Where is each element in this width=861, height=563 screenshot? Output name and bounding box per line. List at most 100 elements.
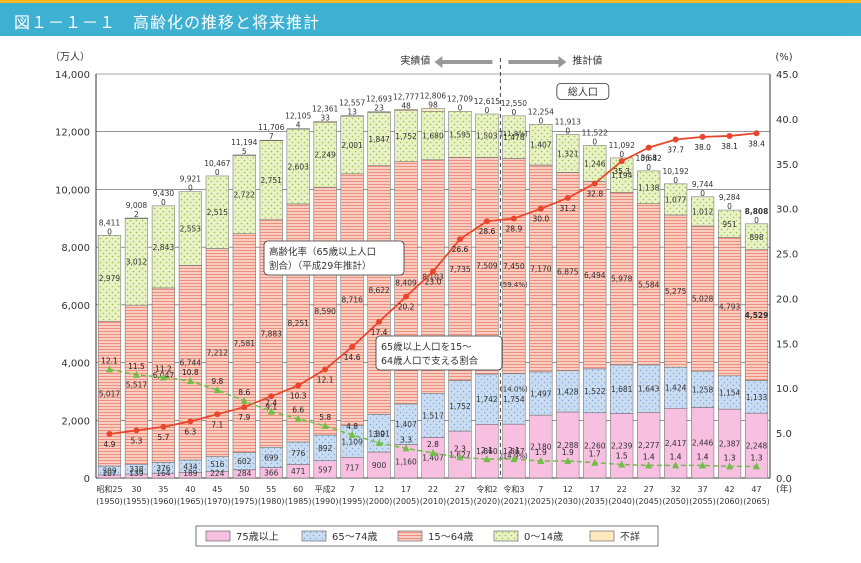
- support-ratio-label: 4.8: [346, 422, 358, 431]
- x-year-label: (1990): [312, 497, 339, 506]
- aging-rate-point: [106, 431, 113, 438]
- x-axis-unit-label: (年): [776, 483, 792, 495]
- bar-total-label: 10,467: [204, 159, 230, 168]
- aging-rate-label: 30.0: [532, 215, 549, 224]
- aging-rate-label: 10.3: [290, 392, 307, 401]
- support-ratio-label: 2.8: [427, 440, 439, 449]
- bar-label-75plus: 2,248: [746, 442, 768, 451]
- bar-total-label: 9,430: [153, 189, 175, 198]
- support-ratio-point: [726, 462, 734, 470]
- aging-rate-point: [726, 132, 733, 139]
- aging-rate-label: 5.7: [157, 433, 169, 442]
- x-year-label: (1995): [339, 497, 366, 506]
- support-ratio-point: [348, 430, 356, 438]
- support-ratio-point: [699, 461, 707, 469]
- actual-values-label: 実績値: [400, 54, 430, 67]
- bar-total-label: 12,557: [339, 99, 365, 108]
- total-population-callout-text: 総人口: [568, 85, 598, 98]
- y-right-tick-label: 0.0: [776, 474, 792, 485]
- aging-rate-point: [753, 130, 760, 137]
- aging-rate-label: 5.3: [130, 436, 142, 445]
- aging-rate-label: 28.9: [506, 225, 523, 234]
- x-year-label: (1960): [150, 497, 177, 506]
- aging-rate-label: 6.3: [184, 427, 196, 436]
- bar-total-label: 12,361: [312, 104, 338, 113]
- x-year-label: (2015): [447, 497, 474, 506]
- x-tick-label: 17: [590, 485, 600, 494]
- support-ratio-point: [537, 456, 545, 464]
- legend-label-2: 65～74歳: [332, 531, 377, 543]
- bar-label-15-64: 7,509: [476, 262, 498, 271]
- bar-label-0-14: 1,194: [611, 171, 633, 180]
- bar-label-unknown: 13: [347, 108, 357, 117]
- support-ratio-label: 12.1: [101, 356, 118, 365]
- bar-label-75plus: 471: [291, 467, 306, 476]
- y-right-tick-label: 30.0: [776, 205, 798, 216]
- bar-label-0-14: 3,012: [126, 258, 148, 267]
- aging-rate-point: [268, 393, 275, 400]
- support-ratio-point: [294, 414, 302, 422]
- bar-label-65-74: 1,522: [584, 387, 606, 396]
- header-shape: [0, 3, 861, 36]
- x-tick-label: 7: [538, 485, 543, 494]
- x-year-label: (2055): [689, 497, 716, 506]
- bar-label-65-74: 1,497: [530, 389, 552, 398]
- bar-segment-4: [529, 124, 553, 166]
- bar-segment-4: [97, 235, 122, 322]
- bar-segment-5: [367, 111, 391, 113]
- legend-label-4: 0～14歳: [524, 531, 563, 543]
- bar-label-0-14: 898: [749, 233, 764, 242]
- y-right-tick-label: 15.0: [776, 339, 798, 350]
- bar-label-65-74: 434: [183, 462, 198, 471]
- support-ratio-label: 2.1: [481, 446, 493, 455]
- y-right-tick-label: 45.0: [776, 70, 798, 81]
- legend-swatch-3: [397, 530, 423, 542]
- aging-rate-point: [187, 418, 194, 425]
- bar-label-unknown: 0: [619, 150, 624, 159]
- bar-label-75plus: 717: [345, 464, 360, 473]
- bar-total-label: 11,522: [582, 129, 608, 138]
- y-right-tick-label: 5.0: [776, 429, 792, 440]
- bar-label-15-64: 6,875: [557, 268, 579, 277]
- support-ratio-callout-box: [375, 335, 503, 371]
- x-tick-label: 27: [455, 485, 465, 494]
- bar-label-15-64: 7,883: [260, 330, 282, 339]
- y-left-tick-label: 2,000: [61, 416, 90, 427]
- bar-label-0-14: 2,249: [314, 151, 336, 160]
- bar-label-75plus: 2,239: [611, 442, 633, 451]
- support-ratio-label: 2.1: [508, 446, 520, 455]
- bar-label-65-74: 1,407: [395, 420, 417, 429]
- support-ratio-point: [321, 421, 329, 429]
- bar-label-unknown: 0: [485, 106, 490, 115]
- bar-segment-5: [232, 154, 256, 156]
- support-ratio-point: [510, 455, 518, 463]
- bar-label-0-14: 2,001: [341, 141, 363, 150]
- bar-segment-4: [178, 191, 202, 266]
- bar-label-75plus: 107: [102, 469, 117, 478]
- top-accent-bar: [0, 0, 861, 3]
- x-tick-label: 42: [724, 485, 734, 494]
- x-year-label: (2040): [608, 497, 635, 506]
- y-left-tick-label: 10,000: [55, 185, 90, 196]
- bar-label-0-14: 2,979: [99, 274, 121, 283]
- bar-label-65-74: 1,133: [746, 393, 768, 402]
- bar-label-75plus: 284: [237, 469, 252, 478]
- x-tick-label: 27: [644, 485, 654, 494]
- x-year-label: (2060): [716, 497, 743, 506]
- aging-rate-point: [645, 144, 652, 151]
- x-year-label: (2045): [635, 497, 662, 506]
- x-tick-label: 平成2: [315, 484, 336, 494]
- bar-label-15-64: 5,017: [99, 390, 121, 399]
- x-tick-label: 50: [239, 485, 249, 494]
- bar-segment-4: [205, 175, 229, 249]
- population-chart: （万人） (%) 0 2,000 4,000 6,000 8,000 10,000 12,000…: [50, 51, 798, 547]
- bar-label-unknown: 0: [161, 198, 166, 207]
- bar-segment-5: [421, 108, 445, 112]
- x-year-label: (1980): [258, 497, 285, 506]
- support-ratio-point: [240, 396, 248, 404]
- bar-label-75plus: 2,277: [638, 441, 660, 450]
- y-left-tick-label: 0: [84, 474, 90, 485]
- bar-total-label: 9,744: [692, 180, 714, 189]
- bar-label-75plus: 1,860: [476, 447, 498, 456]
- x-tick-label: 30: [131, 485, 141, 494]
